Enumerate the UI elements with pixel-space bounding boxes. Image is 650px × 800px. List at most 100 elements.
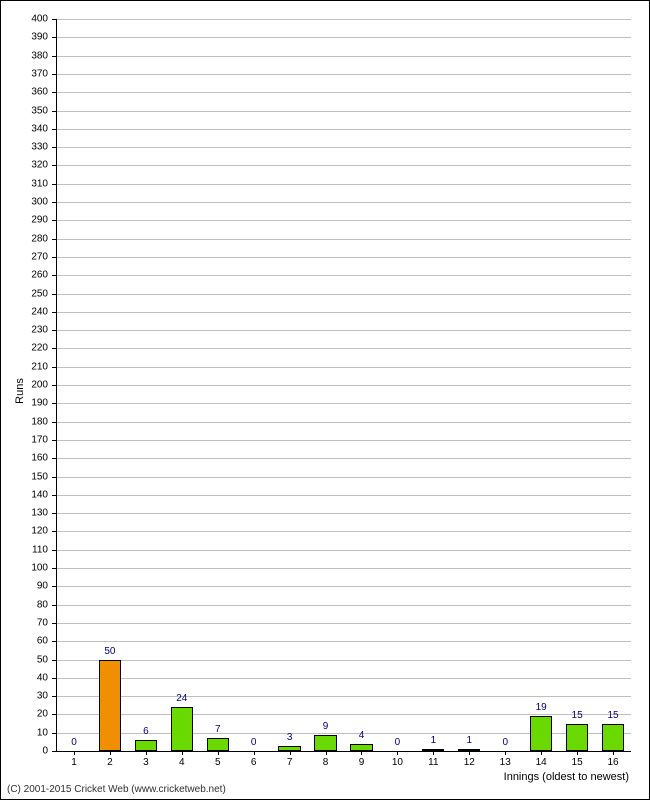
gridline — [56, 477, 631, 478]
x-tick — [146, 751, 147, 755]
x-tick — [361, 751, 362, 755]
plot-area — [56, 19, 631, 751]
y-tick-label: 240 — [1, 306, 48, 317]
x-tick-label: 1 — [71, 757, 77, 768]
bar — [99, 660, 121, 752]
bar-value-label: 1 — [467, 735, 473, 746]
bar — [602, 724, 624, 751]
y-axis-line — [56, 19, 57, 751]
gridline — [56, 19, 631, 20]
bar — [314, 735, 336, 751]
y-tick-label: 140 — [1, 489, 48, 500]
bar — [207, 738, 229, 751]
chart-container: Runs Innings (oldest to newest) (C) 2001… — [0, 0, 650, 800]
x-tick — [613, 751, 614, 755]
x-tick-label: 4 — [179, 757, 185, 768]
gridline — [56, 660, 631, 661]
gridline — [56, 403, 631, 404]
x-tick-label: 5 — [215, 757, 221, 768]
gridline — [56, 495, 631, 496]
x-tick-label: 15 — [572, 757, 583, 768]
bar-value-label: 6 — [143, 726, 149, 737]
y-tick-label: 250 — [1, 288, 48, 299]
y-tick-label: 310 — [1, 178, 48, 189]
x-tick-label: 6 — [251, 757, 257, 768]
gridline — [56, 330, 631, 331]
y-tick-label: 300 — [1, 197, 48, 208]
gridline — [56, 220, 631, 221]
bar-value-label: 0 — [395, 737, 401, 748]
bar-value-label: 7 — [215, 724, 221, 735]
x-tick-label: 9 — [359, 757, 365, 768]
y-tick-label: 170 — [1, 434, 48, 445]
y-tick-label: 180 — [1, 416, 48, 427]
x-tick — [541, 751, 542, 755]
gridline — [56, 165, 631, 166]
bar-value-label: 4 — [359, 730, 365, 741]
y-tick-label: 0 — [1, 746, 48, 757]
y-tick-label: 320 — [1, 160, 48, 171]
y-tick-label: 40 — [1, 672, 48, 683]
x-tick-label: 11 — [428, 757, 438, 768]
gridline — [56, 129, 631, 130]
y-tick-label: 400 — [1, 14, 48, 25]
gridline — [56, 111, 631, 112]
y-tick-label: 390 — [1, 32, 48, 43]
gridline — [56, 440, 631, 441]
y-tick-label: 120 — [1, 526, 48, 537]
x-tick — [218, 751, 219, 755]
gridline — [56, 239, 631, 240]
y-tick-label: 110 — [1, 544, 48, 555]
bar-value-label: 3 — [287, 732, 293, 743]
bar-value-label: 9 — [323, 721, 329, 732]
y-tick-label: 360 — [1, 87, 48, 98]
gridline — [56, 147, 631, 148]
y-tick-label: 20 — [1, 709, 48, 720]
bar-value-label: 15 — [607, 710, 618, 721]
y-tick-label: 350 — [1, 105, 48, 116]
y-tick-label: 10 — [1, 727, 48, 738]
y-tick-label: 340 — [1, 123, 48, 134]
x-tick — [326, 751, 327, 755]
gridline — [56, 184, 631, 185]
y-tick-label: 190 — [1, 398, 48, 409]
y-tick-label: 50 — [1, 654, 48, 665]
x-tick — [110, 751, 111, 755]
gridline — [56, 623, 631, 624]
gridline — [56, 385, 631, 386]
gridline — [56, 458, 631, 459]
bar-value-label: 0 — [71, 737, 77, 748]
x-tick-label: 8 — [323, 757, 329, 768]
gridline — [56, 678, 631, 679]
x-tick — [74, 751, 75, 755]
x-tick — [254, 751, 255, 755]
bar — [566, 724, 588, 751]
y-tick-label: 130 — [1, 508, 48, 519]
x-tick-label: 3 — [143, 757, 149, 768]
y-tick-label: 370 — [1, 68, 48, 79]
x-tick — [433, 751, 434, 755]
x-axis-title: Innings (oldest to newest) — [504, 771, 629, 783]
y-tick-label: 80 — [1, 599, 48, 610]
bar — [350, 744, 372, 751]
x-tick — [397, 751, 398, 755]
gridline — [56, 568, 631, 569]
bar-value-label: 0 — [502, 737, 508, 748]
gridline — [56, 92, 631, 93]
gridline — [56, 422, 631, 423]
bar-value-label: 15 — [572, 710, 583, 721]
bar-value-label: 0 — [251, 737, 257, 748]
x-tick-label: 12 — [464, 757, 475, 768]
gridline — [56, 586, 631, 587]
bar — [135, 740, 157, 751]
gridline — [56, 367, 631, 368]
gridline — [56, 513, 631, 514]
y-tick-label: 290 — [1, 215, 48, 226]
y-tick-label: 230 — [1, 325, 48, 336]
copyright-text: (C) 2001-2015 Cricket Web (www.cricketwe… — [7, 784, 226, 795]
bar — [171, 707, 193, 751]
x-axis-line — [56, 751, 631, 752]
x-tick-label: 13 — [500, 757, 511, 768]
y-tick-label: 330 — [1, 142, 48, 153]
x-tick-label: 16 — [607, 757, 618, 768]
